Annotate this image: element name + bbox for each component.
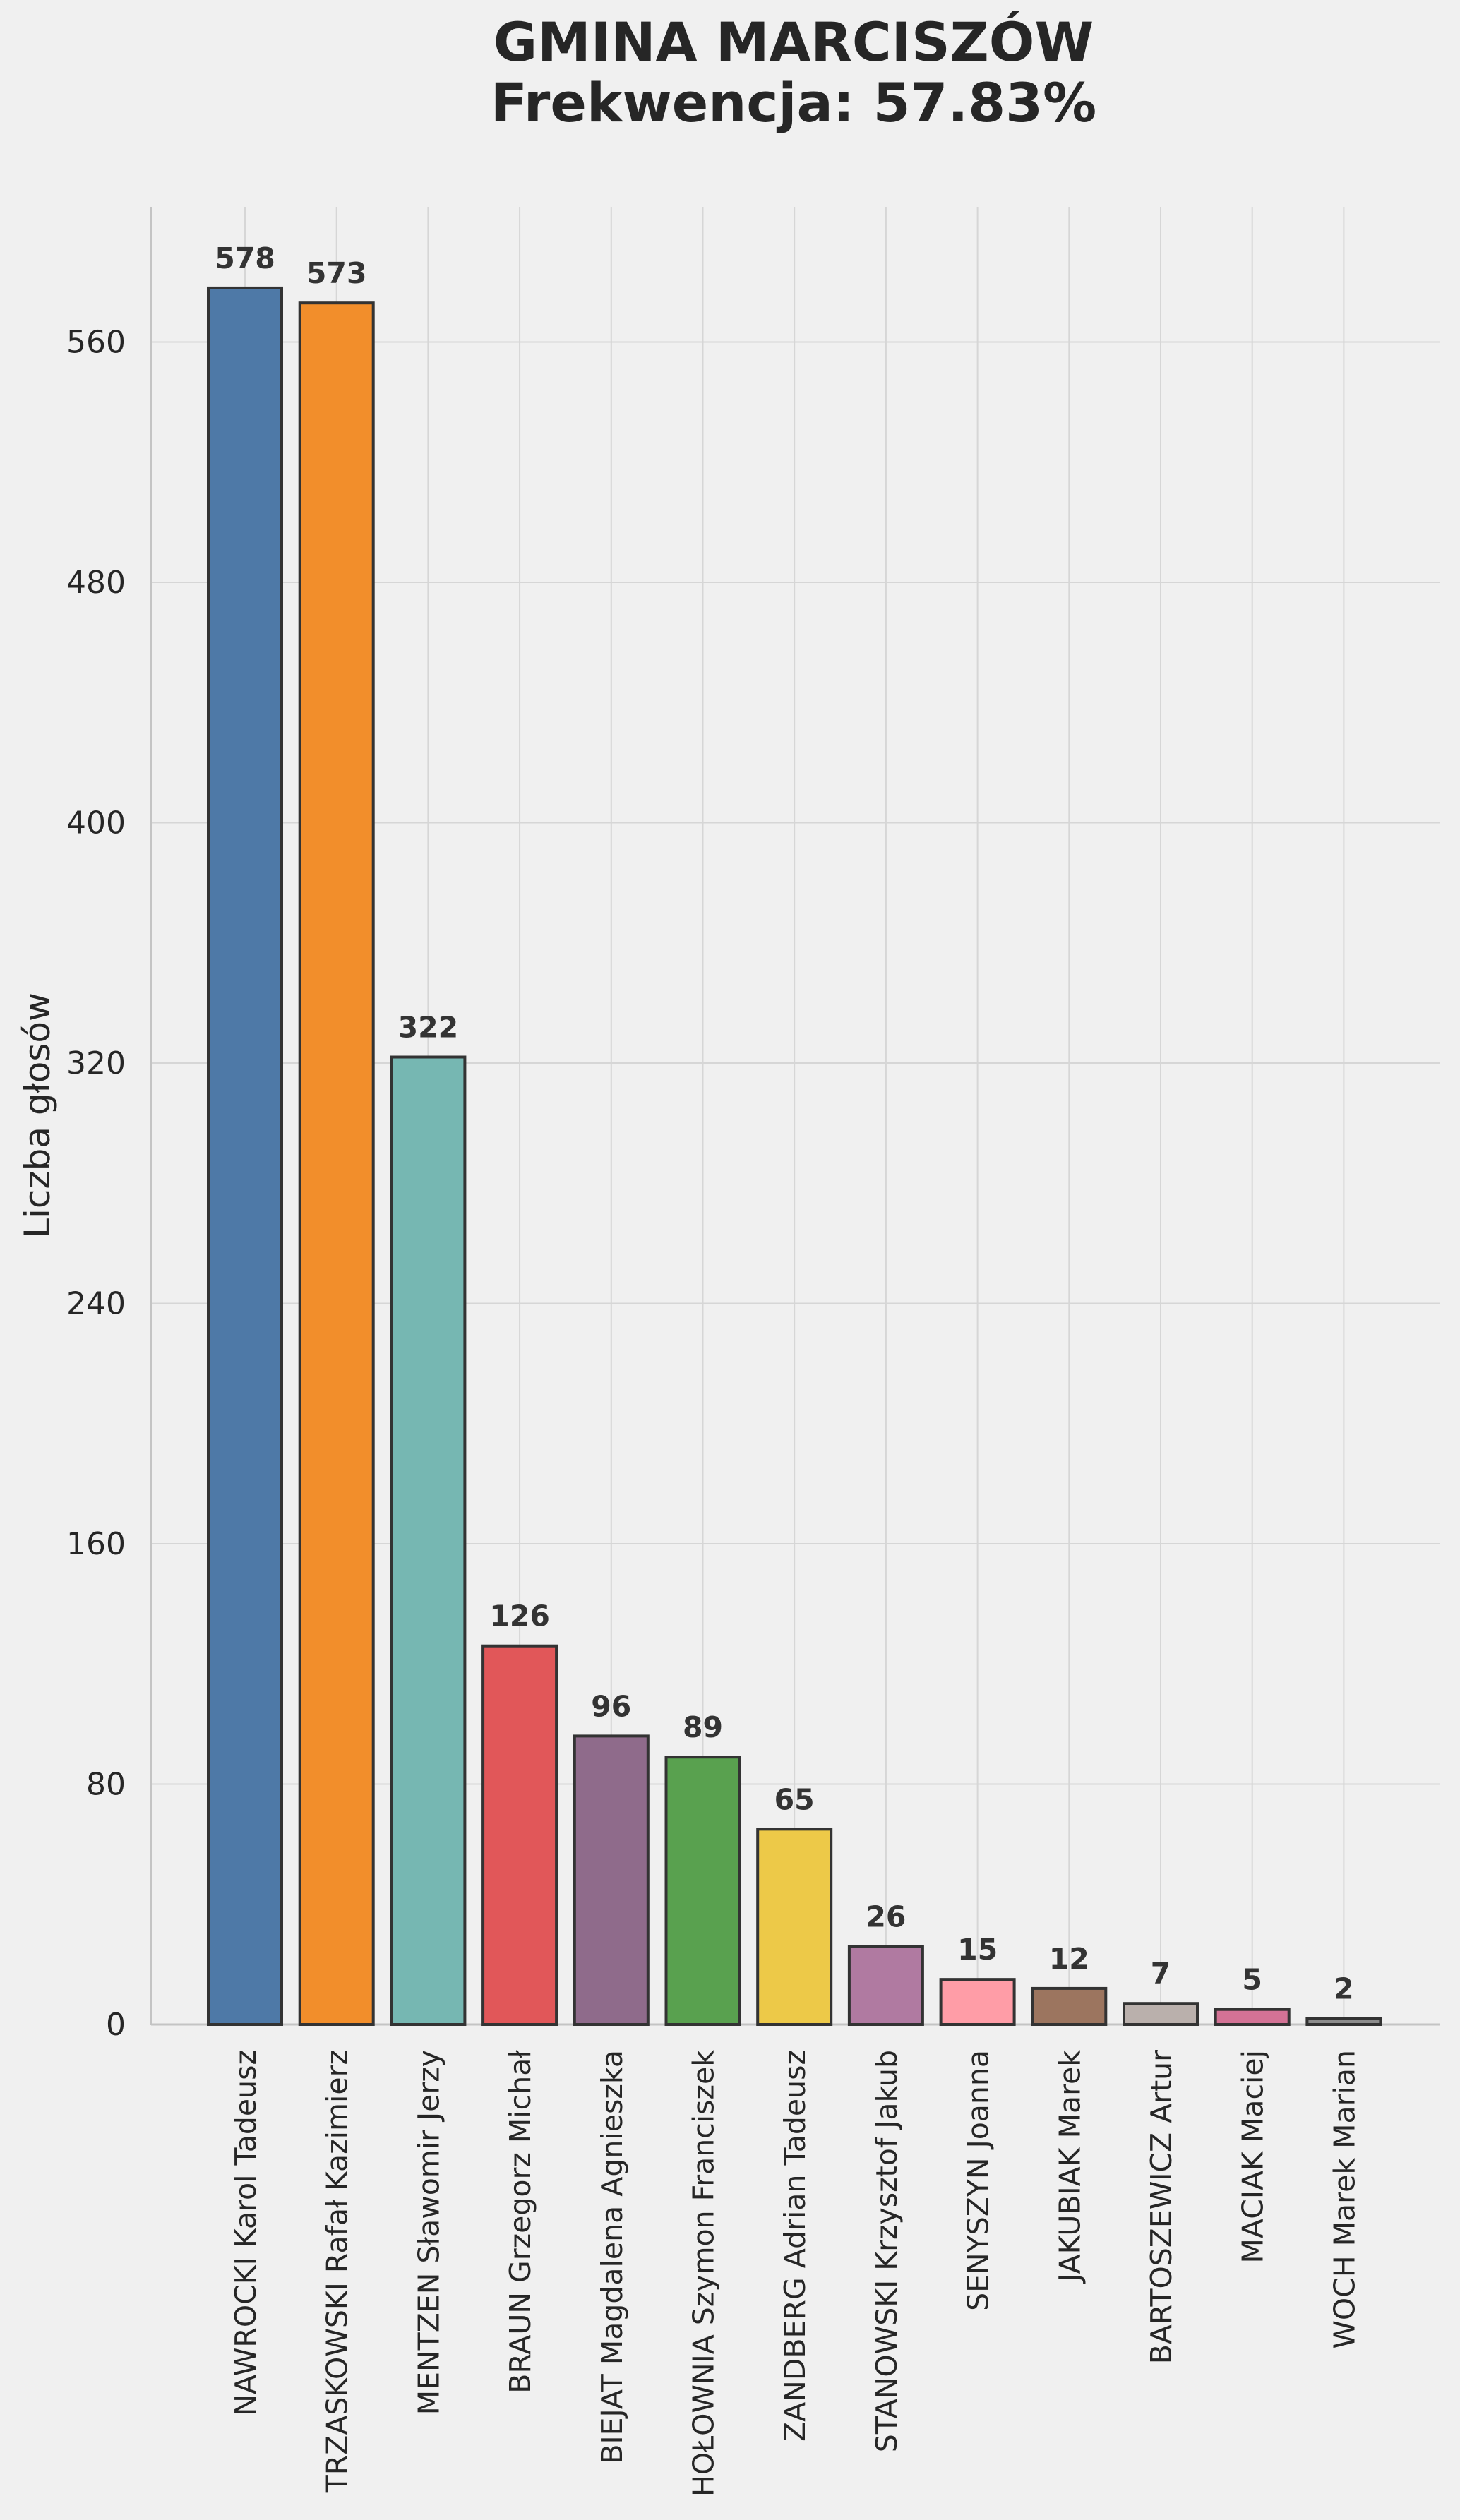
y-tick-label: 400 bbox=[66, 805, 126, 841]
x-tick-label: TRZASKOWSKI Rafał Kazimierz bbox=[321, 2050, 354, 2493]
chart-title: GMINA MARCISZÓW bbox=[493, 10, 1094, 73]
y-tick-label: 320 bbox=[66, 1045, 126, 1081]
y-tick-label: 160 bbox=[66, 1526, 126, 1562]
x-tick-label: MENTZEN Sławomir Jerzy bbox=[412, 2050, 445, 2415]
bar bbox=[756, 1828, 833, 2027]
bar-value-label: 2 bbox=[1334, 1972, 1354, 2005]
bars bbox=[207, 286, 1382, 2027]
bar-value-label: 65 bbox=[774, 1782, 815, 1816]
value-labels: 578 573 322 126 96 89 65 26 15 12 7 5 2 bbox=[215, 241, 1353, 2006]
bar bbox=[847, 1945, 924, 2027]
x-tick-label: MACIAK Maciej bbox=[1236, 2050, 1270, 2263]
y-tick-labels: 0 80 160 240 320 400 480 560 bbox=[66, 325, 126, 2043]
bar-value-label: 126 bbox=[489, 1600, 550, 1633]
bar bbox=[481, 1644, 558, 2026]
y-tick-label: 240 bbox=[66, 1286, 126, 1322]
y-tick-label: 560 bbox=[66, 325, 126, 361]
bar bbox=[1123, 2002, 1199, 2026]
bar bbox=[573, 1734, 650, 2027]
bar bbox=[1305, 2017, 1382, 2026]
x-tick-label: WOCH Marek Marian bbox=[1327, 2050, 1361, 2349]
x-tick-label: BARTOSZEWICZ Artur bbox=[1144, 2050, 1178, 2364]
x-tick-label: STANOWSKI Krzysztof Jakub bbox=[870, 2050, 904, 2452]
bar bbox=[298, 301, 375, 2027]
bar-value-label: 26 bbox=[866, 1900, 906, 1933]
bar bbox=[664, 1756, 741, 2026]
chart-subtitle: Frekwencja: 57.83% bbox=[491, 71, 1096, 134]
x-tick-label: HOŁOWNIA Szymon Franciszek bbox=[687, 2050, 721, 2497]
y-tick-label: 480 bbox=[66, 565, 126, 601]
bar-value-label: 89 bbox=[683, 1710, 723, 1744]
y-tick-label: 80 bbox=[86, 1767, 126, 1803]
bar bbox=[390, 1055, 467, 2026]
bar-value-label: 322 bbox=[398, 1011, 459, 1045]
y-axis-label: Liczba głosów bbox=[17, 992, 58, 1238]
bar bbox=[207, 286, 283, 2027]
y-tick-label: 0 bbox=[106, 2007, 126, 2043]
bar-value-label: 15 bbox=[957, 1933, 998, 1967]
x-tick-label: BRAUN Grzegorz Michał bbox=[503, 2050, 537, 2394]
bar-value-label: 5 bbox=[1242, 1963, 1262, 1997]
x-tick-label: NAWROCKI Karol Tadeusz bbox=[229, 2050, 263, 2416]
bar bbox=[939, 1978, 1016, 2026]
bar-value-label: 578 bbox=[215, 241, 275, 275]
x-tick-labels: NAWROCKI Karol Tadeusz TRZASKOWSKI Rafał … bbox=[229, 2050, 1361, 2497]
bar bbox=[1214, 2008, 1291, 2026]
x-tick-label: SENYSZYN Joanna bbox=[962, 2050, 995, 2311]
bar-value-label: 7 bbox=[1151, 1957, 1171, 1991]
x-tick-label: BIEJAT Magdalena Agnieszka bbox=[595, 2050, 629, 2464]
bar-value-label: 573 bbox=[306, 256, 367, 290]
x-tick-label: ZANDBERG Adrian Tadeusz bbox=[778, 2050, 812, 2442]
x-tick-label: JAKUBIAK Marek bbox=[1053, 2050, 1087, 2284]
bar bbox=[1031, 1986, 1108, 2026]
bar-value-label: 12 bbox=[1049, 1942, 1089, 1976]
bar-value-label: 96 bbox=[591, 1689, 631, 1723]
